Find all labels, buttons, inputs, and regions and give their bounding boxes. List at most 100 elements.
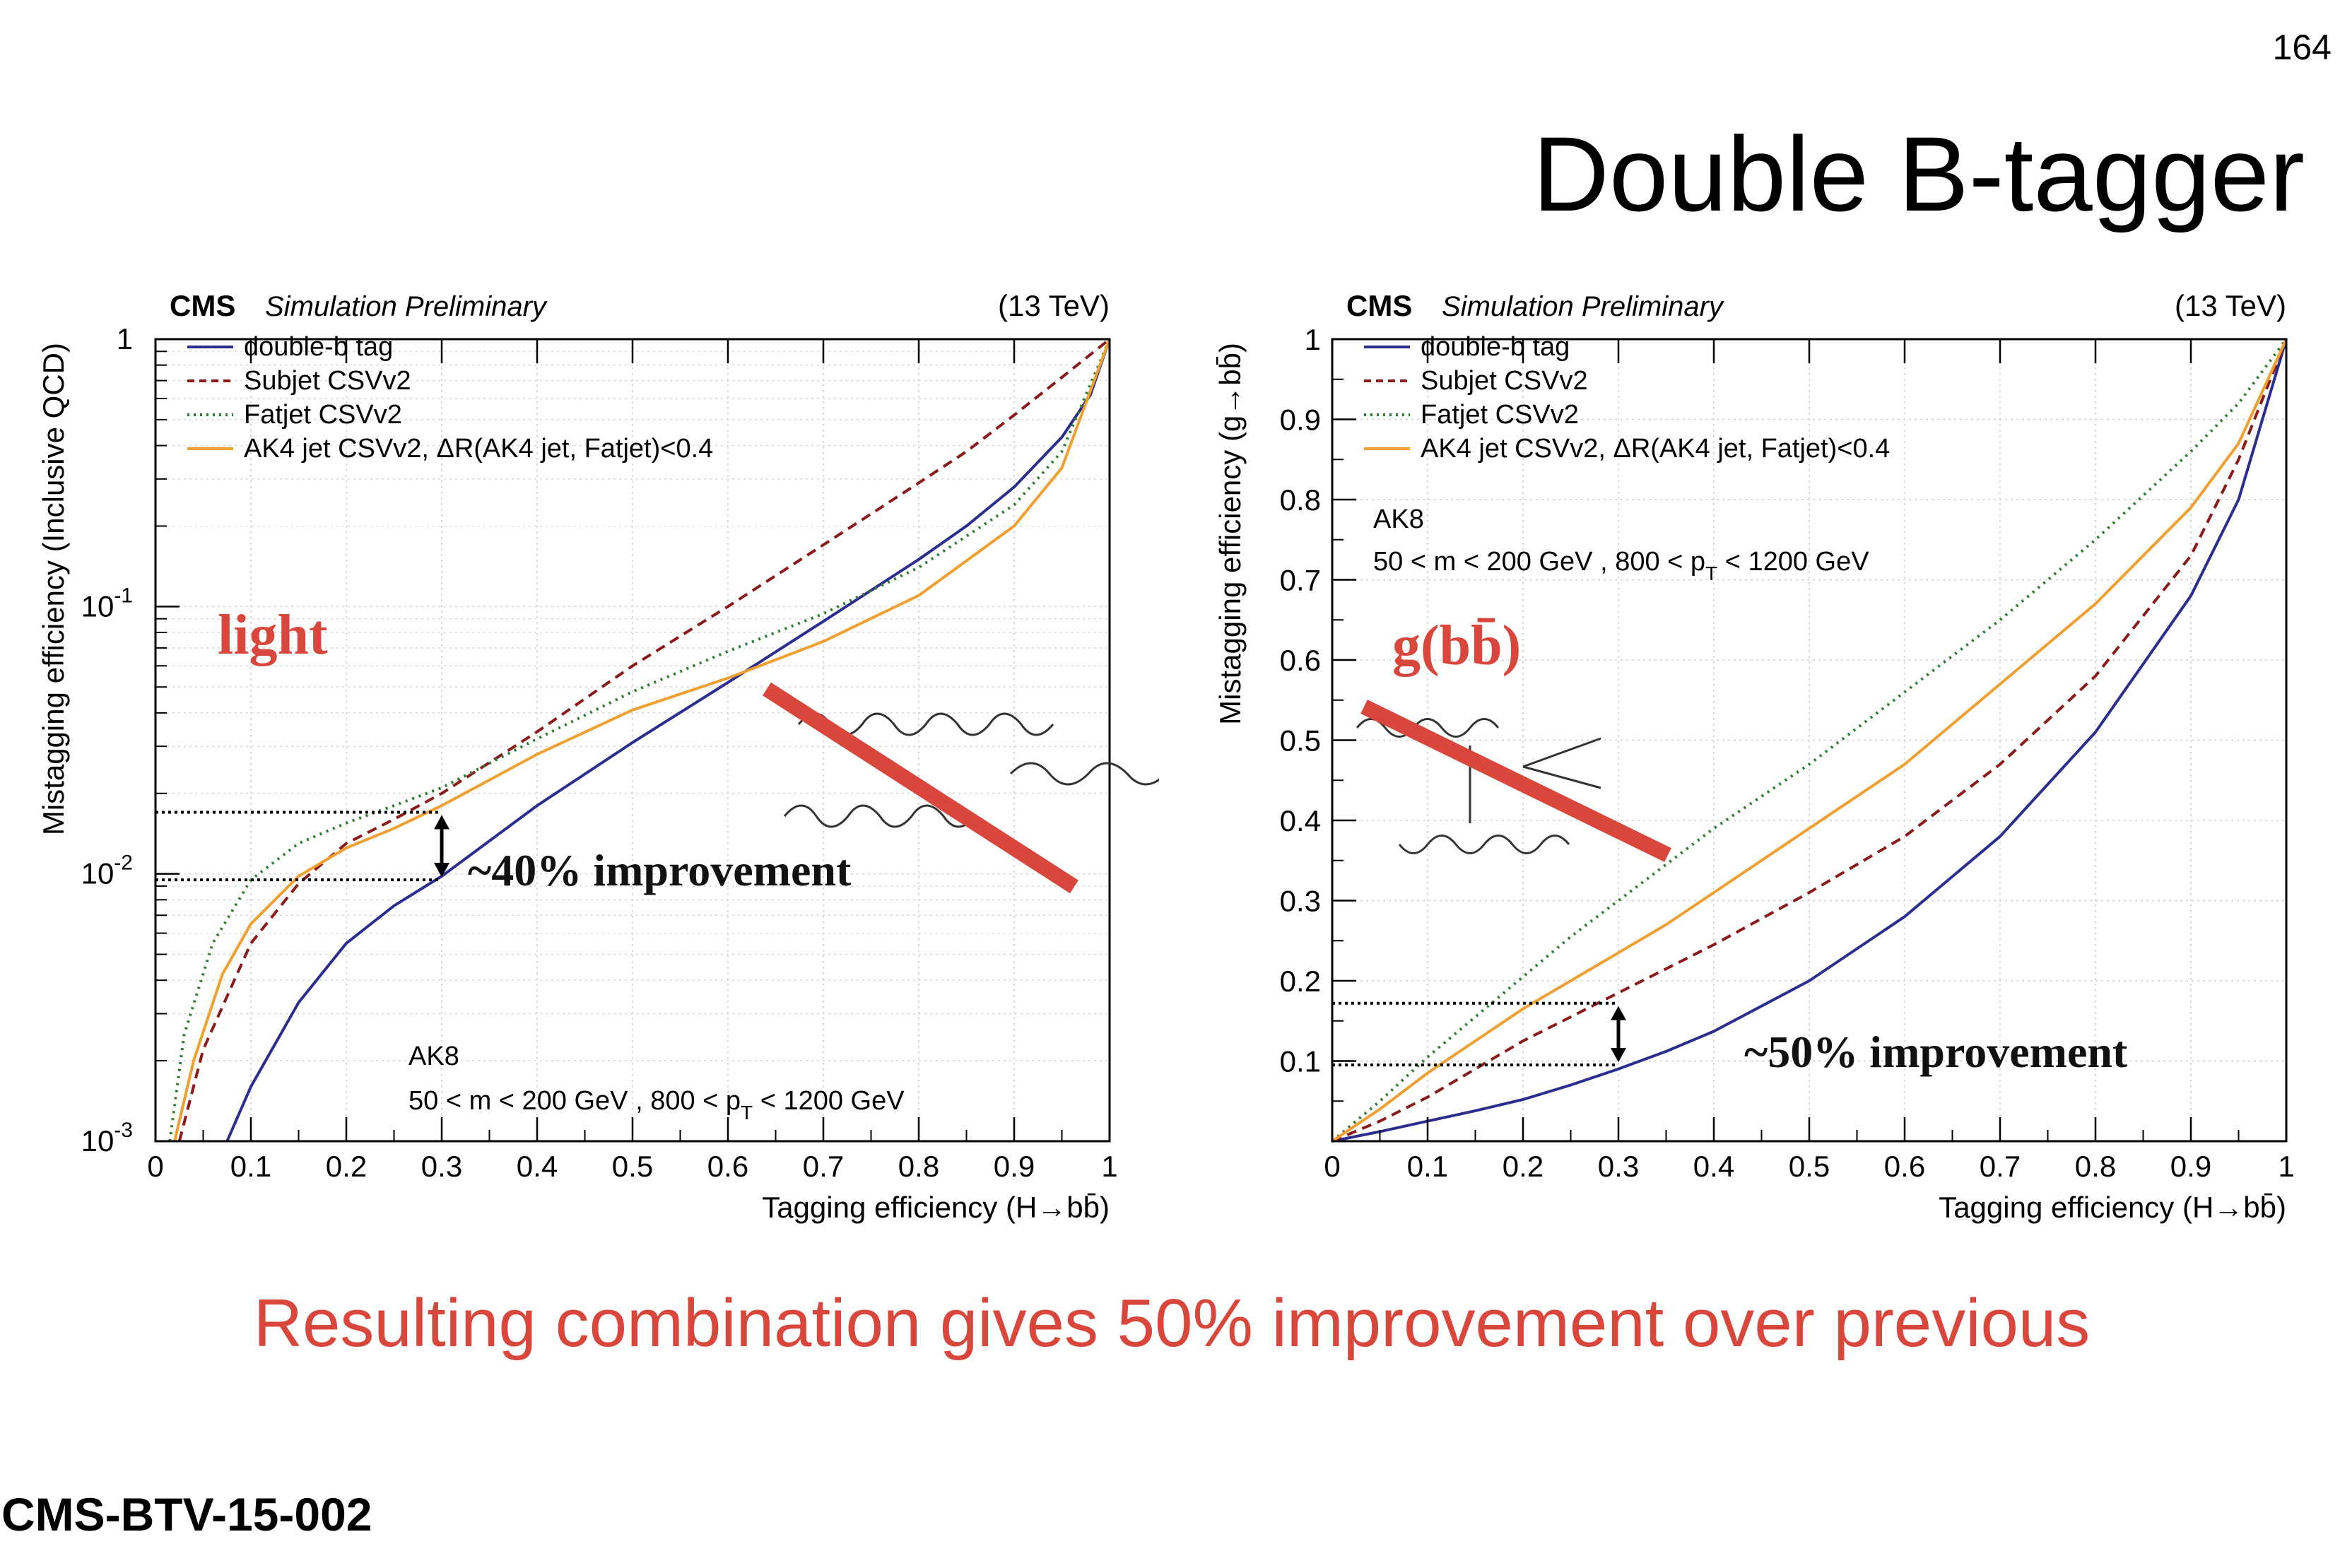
legend-label: Subjet CSVv2 bbox=[244, 366, 411, 396]
legend-label: double-b tag bbox=[1421, 332, 1570, 362]
arrow-head-down bbox=[434, 863, 449, 878]
series-line bbox=[177, 338, 1111, 1142]
x-tick-label: 0.8 bbox=[2075, 1150, 2116, 1183]
x-tick-label: 0.5 bbox=[612, 1150, 653, 1183]
y-tick-label: 0.2 bbox=[1280, 965, 1321, 998]
series-line bbox=[173, 338, 1111, 1142]
series-line bbox=[225, 338, 1111, 1142]
y-tick-label: 0.4 bbox=[1280, 804, 1321, 837]
quark-line-upper bbox=[1522, 737, 1601, 768]
chart-light-mistag: 0 0.1 0.2 0.3 0.4 0.5 0.6 0.7 0.8 0.9 110-310-210-… bbox=[37, 289, 1159, 1224]
series-layer bbox=[168, 338, 1111, 1142]
x-axis-label: Tagging efficiency (H→bb̄) bbox=[1939, 1191, 2286, 1224]
strike-through-bar bbox=[763, 682, 1078, 894]
x-axis-label: Tagging efficiency (H→bb̄) bbox=[762, 1191, 1110, 1224]
y-tick-base: 10 bbox=[81, 589, 114, 623]
gluon-line-upper bbox=[1356, 718, 1500, 738]
y-tick-exponent: -2 bbox=[114, 851, 133, 875]
x-tick-label: 0.4 bbox=[1693, 1150, 1734, 1183]
conclusion-text: Resulting combination gives 50% improvem… bbox=[253, 1285, 2091, 1361]
series-line bbox=[1331, 338, 2288, 1143]
x-tick-label: 0.1 bbox=[1407, 1150, 1448, 1183]
legend-label: double-b tag bbox=[244, 332, 393, 362]
y-tick-label: 0.5 bbox=[1280, 724, 1321, 758]
header-cms: CMS bbox=[1346, 289, 1412, 322]
y-axis-label: Mistagging efficiency (Inclusive QCD) bbox=[37, 343, 70, 835]
header-simulation: Simulation Preliminary bbox=[265, 291, 548, 322]
header-cms: CMS bbox=[170, 289, 235, 322]
x-tick-label: 0.4 bbox=[517, 1150, 558, 1183]
strike-through-bar bbox=[1360, 700, 1671, 862]
x-tick-label: 0.6 bbox=[707, 1150, 748, 1183]
cut-text-main: 50 < m < 200 GeV , 800 < p bbox=[1373, 547, 1705, 577]
y-tick-base: 1 bbox=[117, 322, 133, 355]
x-tick-label: 0.3 bbox=[421, 1150, 462, 1183]
axes: 0 0.1 0.2 0.3 0.4 0.5 0.6 0.7 0.8 0.9 110-310-210-… bbox=[81, 322, 1118, 1183]
reference-id: CMS-BTV-15-002 bbox=[1, 1488, 372, 1540]
legend: double-b tag Subjet CSVv2 Fatjet CSVv2 AK4 … bbox=[187, 332, 713, 464]
header-simulation: Simulation Preliminary bbox=[1442, 291, 1725, 322]
y-tick-label: 0.1 bbox=[1280, 1045, 1321, 1078]
gluon-line-lower bbox=[783, 804, 977, 828]
y-tick-base: 10 bbox=[81, 1124, 114, 1157]
x-tick-label: 0.7 bbox=[803, 1150, 844, 1183]
gluon-line-lower bbox=[1398, 835, 1570, 854]
series-line bbox=[1331, 338, 2288, 1143]
x-tick-label: 0.2 bbox=[326, 1150, 367, 1183]
cut-label-kinematics: 50 < m < 200 GeV , 800 < pT < 1200 GeV bbox=[1373, 547, 1869, 584]
annotations bbox=[155, 682, 1159, 894]
cut-text-sub: T bbox=[1705, 562, 1717, 584]
x-tick-label: 0.8 bbox=[898, 1150, 939, 1183]
cut-text-end: < 1200 GeV bbox=[1717, 547, 1869, 577]
x-tick-label: 1 bbox=[2278, 1150, 2294, 1183]
y-tick-label: 0.7 bbox=[1280, 564, 1321, 597]
y-tick-label: 0.6 bbox=[1280, 644, 1321, 677]
x-tick-label: 0.7 bbox=[1980, 1150, 2021, 1183]
legend-label: AK4 jet CSVv2, ΔR(AK4 jet, Fatjet)<0.4 bbox=[1421, 434, 1890, 464]
y-tick-label: 10-1 bbox=[81, 584, 133, 623]
series-line bbox=[1331, 338, 2288, 1143]
x-tick-label: 0 bbox=[1324, 1150, 1340, 1183]
y-tick-label: 1 bbox=[1305, 323, 1321, 356]
series-line bbox=[168, 338, 1111, 1142]
y-tick-label: 10-3 bbox=[81, 1119, 133, 1157]
cut-label-ak8: AK8 bbox=[408, 1042, 459, 1071]
y-tick-label: 0.8 bbox=[1280, 483, 1321, 517]
y-tick-base: 10 bbox=[81, 857, 114, 890]
x-tick-label: 0.6 bbox=[1884, 1150, 1925, 1183]
quark-line-lower bbox=[1522, 765, 1601, 789]
annotations bbox=[1332, 700, 1671, 1067]
legend: double-b tag Subjet CSVv2 Fatjet CSVv2 AK4 … bbox=[1364, 332, 1890, 464]
y-tick-exponent: -1 bbox=[114, 584, 133, 607]
x-tick-label: 0.1 bbox=[230, 1150, 271, 1183]
page-number: 164 bbox=[2272, 28, 2332, 67]
legend-label: Subjet CSVv2 bbox=[1421, 366, 1588, 396]
legend-label: Fatjet CSVv2 bbox=[1421, 400, 1579, 430]
y-tick-label: 0.3 bbox=[1280, 885, 1321, 918]
arrow-head-down bbox=[1611, 1048, 1626, 1063]
x-tick-label: 0.9 bbox=[994, 1150, 1035, 1183]
cut-label-kinematics: 50 < m < 200 GeV , 800 < pT < 1200 GeV bbox=[408, 1086, 905, 1124]
cut-text-end: < 1200 GeV bbox=[753, 1086, 905, 1116]
slide-title: Double B-tagger bbox=[1532, 114, 2305, 233]
y-tick-label: 10-2 bbox=[81, 851, 133, 890]
class-label-gbb: g(bb̄) bbox=[1392, 615, 1521, 677]
y-tick-label: 0.9 bbox=[1280, 403, 1321, 437]
legend-label: Fatjet CSVv2 bbox=[244, 400, 402, 430]
class-label-light: light bbox=[218, 604, 328, 666]
x-tick-label: 1 bbox=[1101, 1150, 1117, 1183]
header-energy: (13 TeV) bbox=[2175, 289, 2286, 322]
gluon-line-right bbox=[1009, 762, 1159, 786]
x-tick-label: 0 bbox=[147, 1150, 163, 1183]
improvement-label: ~50% improvement bbox=[1744, 1027, 2128, 1077]
cut-label-ak8: AK8 bbox=[1373, 505, 1424, 534]
cut-text-main: 50 < m < 200 GeV , 800 < p bbox=[408, 1086, 741, 1116]
y-tick-label: 1 bbox=[117, 322, 133, 355]
x-tick-label: 0.2 bbox=[1503, 1150, 1544, 1183]
series-layer bbox=[1331, 338, 2288, 1143]
y-axis-label: Mistagging efficiency (g→bb̄) bbox=[1213, 343, 1247, 725]
axes: 0 0.1 0.2 0.3 0.4 0.5 0.6 0.7 0.8 0.9 1 0.1 0.2 0.3 0.… bbox=[1280, 323, 2295, 1183]
legend-label: AK4 jet CSVv2, ΔR(AK4 jet, Fatjet)<0.4 bbox=[244, 434, 713, 464]
header-energy: (13 TeV) bbox=[998, 289, 1110, 322]
improvement-label: ~40% improvement bbox=[468, 845, 852, 895]
